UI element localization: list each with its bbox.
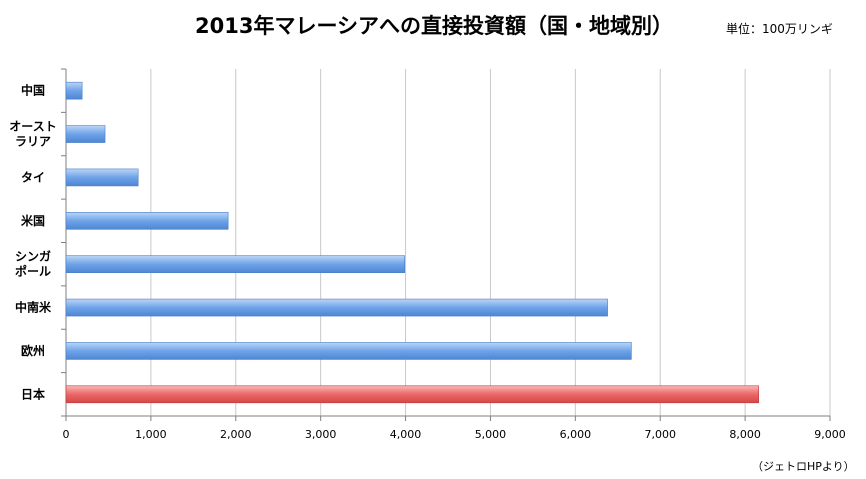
x-tick-label: 4,000: [390, 428, 422, 441]
category-label: 中南米: [15, 300, 52, 315]
bars: [65, 81, 759, 404]
x-tick-label: 3,000: [305, 428, 337, 441]
x-tick-label: 9,000: [814, 428, 846, 441]
bar: [65, 168, 139, 187]
bar: [65, 298, 608, 317]
unit-label: 単位：100万リンギ: [726, 22, 833, 36]
bar: [65, 255, 406, 273]
category-label: シンガポール: [15, 249, 51, 279]
gridlines: [150, 69, 831, 416]
x-tick-label: 1,000: [135, 428, 167, 441]
bar: [65, 212, 229, 230]
x-tick-label: 8,000: [729, 428, 761, 441]
category-label: 米国: [21, 213, 45, 228]
category-label: オーストラリア: [9, 120, 56, 149]
category-label: 中国: [21, 83, 45, 98]
x-tick-label: 2,000: [220, 428, 252, 441]
bar: [65, 342, 632, 360]
category-label: 欧州: [21, 343, 45, 358]
axes: [61, 68, 831, 421]
x-tick-label: 7,000: [644, 428, 676, 441]
chart-title: 2013年マレーシアへの直接投資額（国・地域別）: [195, 14, 674, 38]
x-tick-labels: 0 1,000 2,000 3,000 4,000 5,000 6,000 7,000 8,00…: [63, 428, 846, 441]
category-label: タイ: [21, 170, 45, 184]
x-tick-label: 0: [63, 428, 70, 441]
bar: [65, 81, 83, 100]
x-tick-label: 5,000: [475, 428, 507, 441]
bar: [65, 125, 106, 143]
category-label: 日本: [21, 386, 45, 401]
x-tick-label: 6,000: [560, 428, 592, 441]
bar: [65, 385, 759, 404]
source-note: （ジェトロHPより）: [752, 460, 855, 473]
